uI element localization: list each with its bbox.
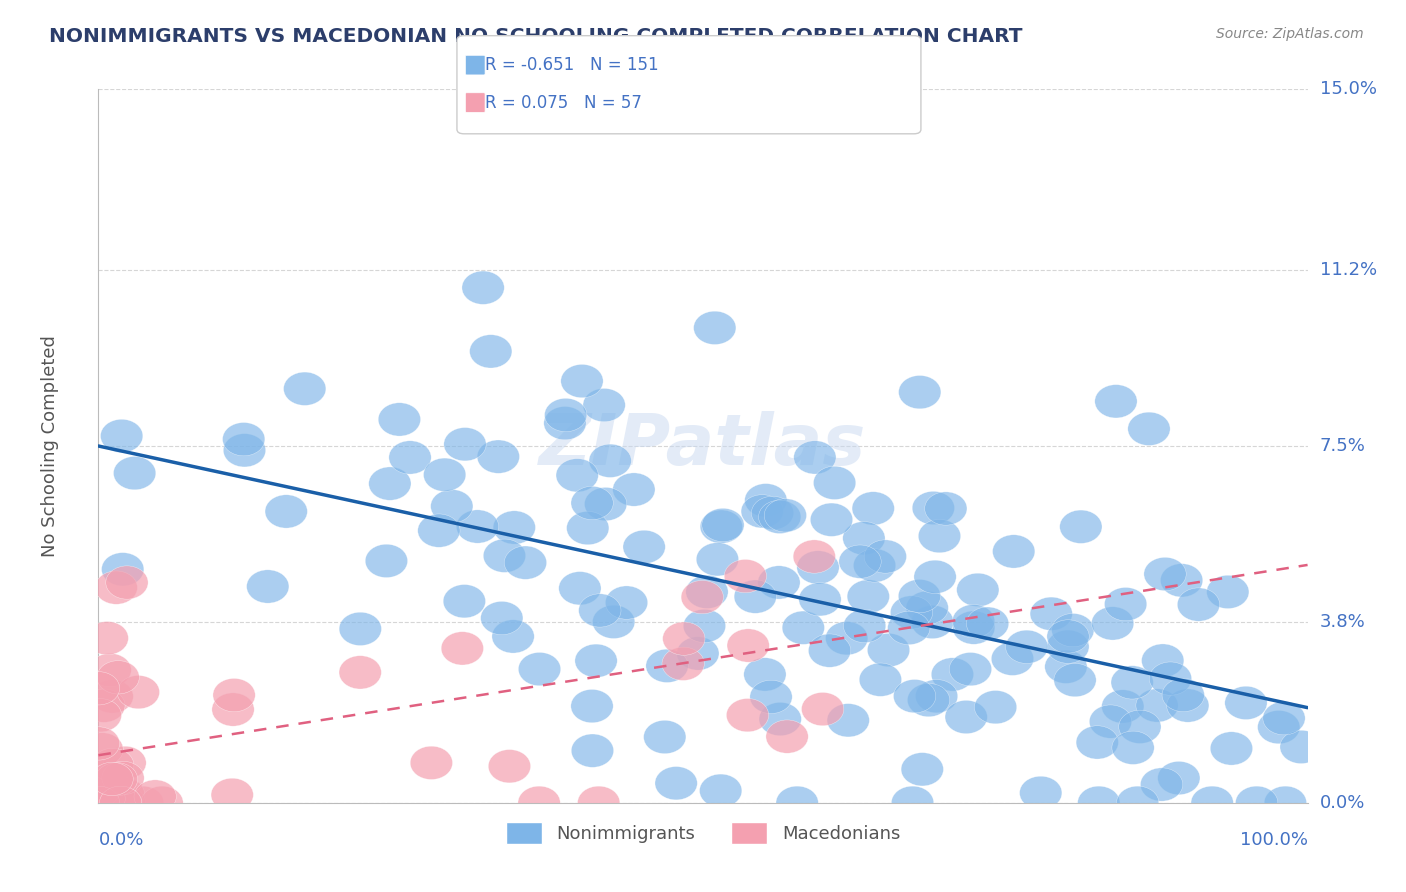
Text: 15.0%: 15.0% — [1320, 80, 1376, 98]
Legend: Nonimmigrants, Macedonians: Nonimmigrants, Macedonians — [499, 814, 907, 851]
Text: ZIPatlas: ZIPatlas — [540, 411, 866, 481]
Text: 11.2%: 11.2% — [1320, 261, 1376, 279]
Text: 7.5%: 7.5% — [1320, 437, 1365, 455]
Text: 3.8%: 3.8% — [1320, 613, 1365, 631]
Text: 0.0%: 0.0% — [98, 831, 143, 849]
Text: R = 0.075   N = 57: R = 0.075 N = 57 — [485, 94, 643, 112]
Text: NONIMMIGRANTS VS MACEDONIAN NO SCHOOLING COMPLETED CORRELATION CHART: NONIMMIGRANTS VS MACEDONIAN NO SCHOOLING… — [49, 27, 1022, 45]
Text: No Schooling Completed: No Schooling Completed — [41, 335, 59, 557]
Text: Source: ZipAtlas.com: Source: ZipAtlas.com — [1216, 27, 1364, 41]
Text: 100.0%: 100.0% — [1240, 831, 1308, 849]
Text: 0.0%: 0.0% — [1320, 794, 1365, 812]
Text: R = -0.651   N = 151: R = -0.651 N = 151 — [485, 56, 658, 74]
